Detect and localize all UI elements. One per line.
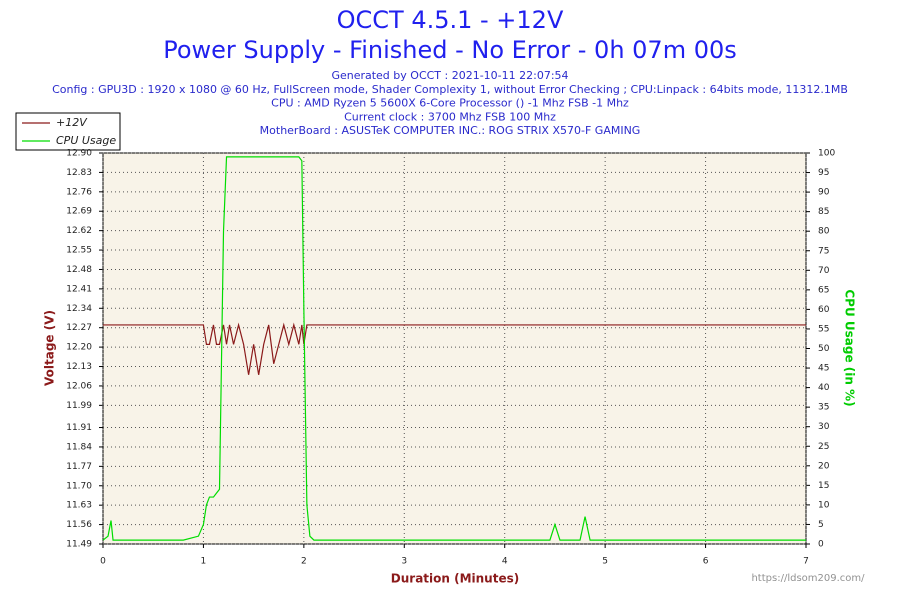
series-line (102, 156, 806, 541)
y2-tick-label: 20 (818, 461, 830, 471)
y2-tick-label: 5 (818, 520, 824, 530)
watermark: https://ldsom209.com/ (751, 573, 865, 584)
y-tick-label: 12.55 (66, 246, 92, 256)
plot-area (102, 152, 807, 545)
y-tick-label: 12.13 (66, 362, 92, 372)
y-tick-label: 12.34 (66, 304, 92, 314)
y2-tick-label: 90 (818, 188, 830, 198)
y2-tick-label: 50 (818, 344, 830, 354)
y2-tick-label: 80 (818, 227, 830, 237)
y-tick-label: 11.77 (66, 462, 92, 472)
y2-tick-label: 95 (818, 168, 829, 178)
y2-tick-label: 55 (818, 324, 829, 334)
y2-tick-label: 10 (818, 500, 830, 510)
y-tick-label: 12.20 (66, 343, 92, 353)
y2-tick-label: 15 (818, 481, 829, 491)
y2-tick-label: 75 (818, 246, 829, 256)
y-tick-label: 12.62 (66, 226, 92, 236)
y2-tick-label: 40 (818, 383, 830, 393)
x-tick-label: 0 (100, 557, 106, 567)
y-tick-label: 12.76 (66, 187, 92, 197)
y-tick-label: 12.48 (66, 265, 92, 275)
info-line: Current clock : 3700 Mhz FSB 100 Mhz (344, 110, 556, 123)
chart-subtitle: Power Supply - Finished - No Error - 0h … (163, 36, 737, 64)
y-tick-label: 11.99 (66, 401, 92, 411)
info-line: CPU : AMD Ryzen 5 5600X 6-Core Processor… (271, 97, 629, 110)
y-tick-label: 11.63 (66, 501, 92, 511)
y2-tick-label: 70 (818, 266, 830, 276)
legend-label: +12V (56, 116, 88, 129)
legend-box (15, 112, 121, 151)
info-line: Config : GPU3D : 1920 x 1080 @ 60 Hz, Fu… (52, 83, 848, 96)
y2-tick-label: 85 (818, 207, 829, 217)
y-tick-label: 12.41 (66, 284, 92, 294)
chart-title: OCCT 4.5.1 - +12V (337, 6, 564, 34)
legend-label: CPU Usage (56, 134, 116, 147)
y2-tick-label: 65 (818, 285, 829, 295)
y-tick-label: 12.83 (66, 168, 92, 178)
x-tick-label: 4 (502, 557, 508, 567)
x-tick-label: 5 (602, 557, 608, 567)
x-axis-label: Duration (Minutes) (391, 572, 519, 586)
y2-tick-label: 30 (818, 422, 830, 432)
x-tick-label: 7 (803, 557, 809, 567)
info-line: MotherBoard : ASUSTeK COMPUTER INC.: ROG… (260, 124, 641, 137)
y-tick-label: 11.70 (66, 481, 92, 491)
y2-tick-label: 25 (818, 442, 829, 452)
y2-axis-label: CPU Usage (in %) (843, 289, 857, 406)
y-tick-label: 11.49 (66, 540, 92, 550)
y-axis-label: Voltage (V) (43, 310, 57, 386)
x-tick-label: 1 (201, 557, 207, 567)
y2-tick-label: 60 (818, 305, 830, 315)
y2-tick-label: 0 (818, 540, 824, 550)
y2-tick-label: 100 (818, 149, 835, 159)
x-tick-label: 3 (401, 557, 407, 567)
y-tick-label: 12.90 (66, 149, 92, 159)
y2-tick-label: 35 (818, 403, 829, 413)
y-tick-label: 11.84 (66, 442, 92, 452)
y-tick-label: 11.56 (66, 520, 92, 530)
y-tick-label: 12.69 (66, 207, 92, 217)
x-tick-label: 6 (703, 557, 709, 567)
series-line (103, 322, 806, 375)
info-line: Generated by OCCT : 2021-10-11 22:07:54 (331, 69, 568, 82)
y-tick-label: 12.06 (66, 381, 92, 391)
x-tick-label: 2 (301, 557, 307, 567)
y2-tick-label: 45 (818, 364, 829, 374)
y-tick-label: 12.27 (66, 323, 92, 333)
y-tick-label: 11.91 (66, 423, 92, 433)
